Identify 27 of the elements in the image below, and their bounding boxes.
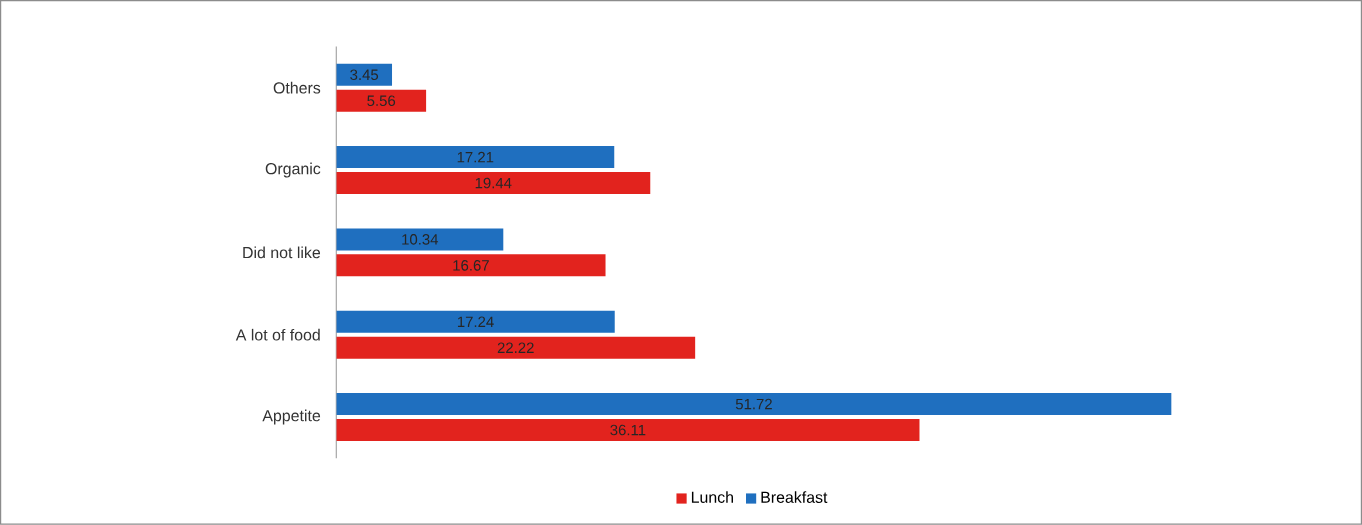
data-label: 3.45 (350, 69, 379, 81)
bar (336, 393, 1172, 416)
data-label: 17.21 (457, 151, 494, 163)
data-label: 10.34 (402, 234, 439, 245)
y-tick-label: Appetite (262, 409, 321, 425)
data-label: 22.22 (497, 342, 534, 354)
bar (336, 419, 920, 442)
bar (336, 63, 393, 86)
y-tick-label: A lot of food (235, 328, 320, 341)
y-tick-label: Others (273, 81, 321, 94)
data-label: 36.11 (610, 424, 646, 436)
bar (336, 89, 427, 112)
data-label: 19.44 (475, 177, 512, 189)
bar (336, 146, 615, 169)
y-tick-label: Did not like (243, 246, 321, 259)
bar (336, 172, 651, 195)
legend-label: Lunch (691, 491, 733, 504)
data-label: 16.67 (453, 260, 489, 271)
y-tick-label: Organic (265, 162, 321, 178)
data-label: 17.24 (457, 316, 494, 328)
legend-label: Breakfast (761, 491, 828, 504)
bar (336, 228, 504, 251)
data-label: 5.56 (367, 95, 396, 107)
bar (336, 310, 615, 333)
data-label: 51.72 (735, 398, 772, 410)
bar (336, 254, 606, 277)
bar (336, 336, 696, 359)
